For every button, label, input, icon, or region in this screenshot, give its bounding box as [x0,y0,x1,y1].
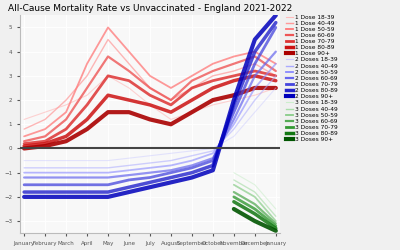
Legend: 1 Dose 18-39, 1 Dose 40-49, 1 Dose 50-59, 1 Dose 60-69, 1 Dose 70-79, 1 Dose 80-: 1 Dose 18-39, 1 Dose 40-49, 1 Dose 50-59… [286,14,338,143]
Title: All-Cause Mortality Rate vs Unvaccinated - England 2021-2022: All-Cause Mortality Rate vs Unvaccinated… [8,4,292,13]
